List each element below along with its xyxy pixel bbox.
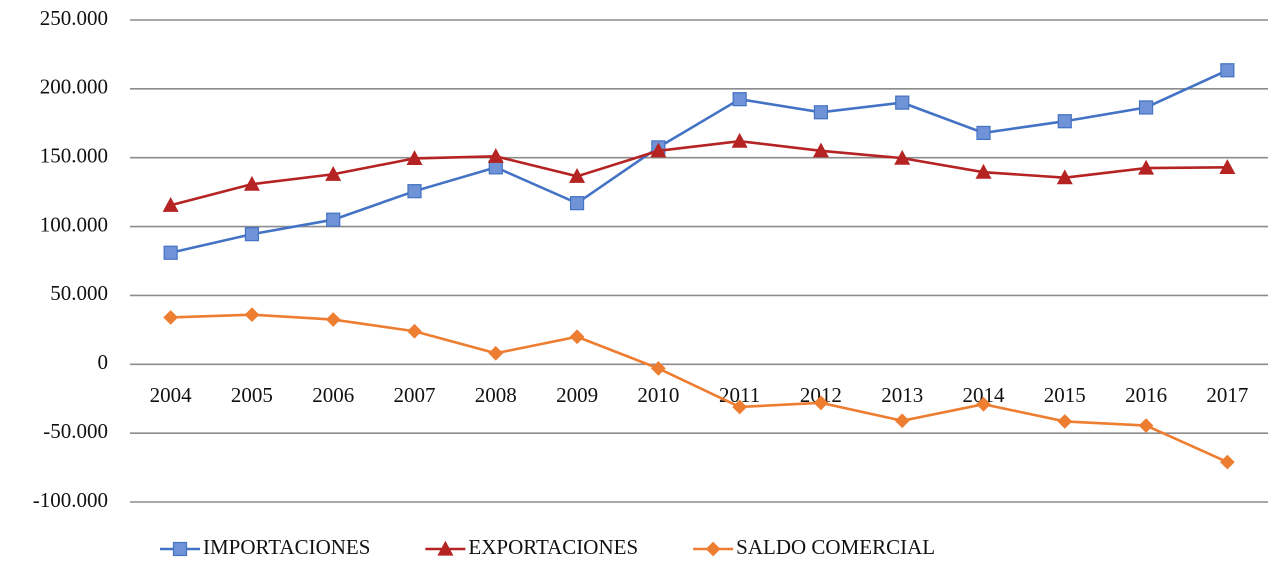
marker (1220, 454, 1235, 470)
marker (1138, 418, 1154, 433)
series-line (170, 139, 1228, 207)
marker (731, 132, 748, 148)
series-line (170, 69, 1228, 255)
marker (732, 399, 747, 415)
x-tick-label: 2005 (231, 383, 273, 407)
marker (244, 227, 260, 242)
marker (732, 92, 747, 107)
marker (325, 312, 341, 327)
y-tick-label: 50.000 (50, 281, 108, 305)
marker (1220, 63, 1235, 78)
x-tick-label: 2008 (475, 383, 517, 407)
marker (813, 395, 829, 411)
marker (163, 310, 178, 325)
y-tick-label: -100.000 (33, 488, 108, 512)
legend-item: IMPORTACIONES (160, 535, 370, 559)
marker (162, 196, 179, 212)
legend-label: EXPORTACIONES (468, 535, 638, 559)
marker (325, 165, 342, 181)
marker (1138, 100, 1154, 115)
marker (1138, 159, 1155, 175)
marker (976, 396, 991, 412)
marker (812, 142, 829, 158)
y-tick-label: 150.000 (40, 144, 108, 168)
x-tick-label: 2009 (556, 383, 598, 407)
legend-label: IMPORTACIONES (203, 535, 370, 559)
marker (813, 105, 829, 120)
x-tick-label: 2015 (1044, 383, 1086, 407)
marker (244, 307, 260, 323)
marker (705, 541, 721, 557)
marker (569, 329, 585, 345)
x-tick-label: 2007 (394, 383, 436, 407)
marker (1057, 114, 1072, 129)
marker (172, 541, 188, 557)
marker (407, 323, 422, 339)
marker (976, 125, 991, 141)
legend-item: EXPORTACIONES (425, 535, 638, 559)
y-tick-label: 0 (98, 350, 109, 374)
y-tick-label: 100.000 (40, 212, 108, 236)
marker (894, 413, 910, 429)
marker (1057, 414, 1073, 429)
x-tick-label: 2013 (881, 383, 923, 407)
marker (243, 175, 260, 191)
legend-item: SALDO COMERCIAL (693, 535, 935, 559)
marker (569, 196, 585, 211)
marker (651, 361, 666, 376)
marker (895, 95, 910, 110)
marker (437, 540, 454, 556)
y-tick-label: 200.000 (40, 75, 108, 99)
marker (894, 149, 911, 165)
marker (163, 245, 178, 260)
marker (650, 142, 667, 158)
marker (488, 345, 504, 361)
y-tick-label: 250.000 (40, 6, 108, 30)
marker (407, 184, 422, 199)
series-line (170, 313, 1228, 464)
x-tick-label: 2006 (312, 383, 354, 407)
x-tick-label: 2010 (637, 383, 679, 407)
marker (569, 168, 586, 183)
marker (975, 163, 992, 179)
legend-label: SALDO COMERCIAL (736, 535, 935, 559)
x-tick-label: 2004 (150, 383, 193, 407)
x-tick-label: 2017 (1206, 383, 1248, 407)
marker (487, 148, 504, 163)
y-tick-label: -50.000 (43, 419, 108, 443)
marker (1219, 159, 1236, 174)
marker (406, 150, 423, 166)
marker (1056, 169, 1073, 185)
marker (326, 212, 341, 227)
x-tick-label: 2016 (1125, 383, 1167, 407)
